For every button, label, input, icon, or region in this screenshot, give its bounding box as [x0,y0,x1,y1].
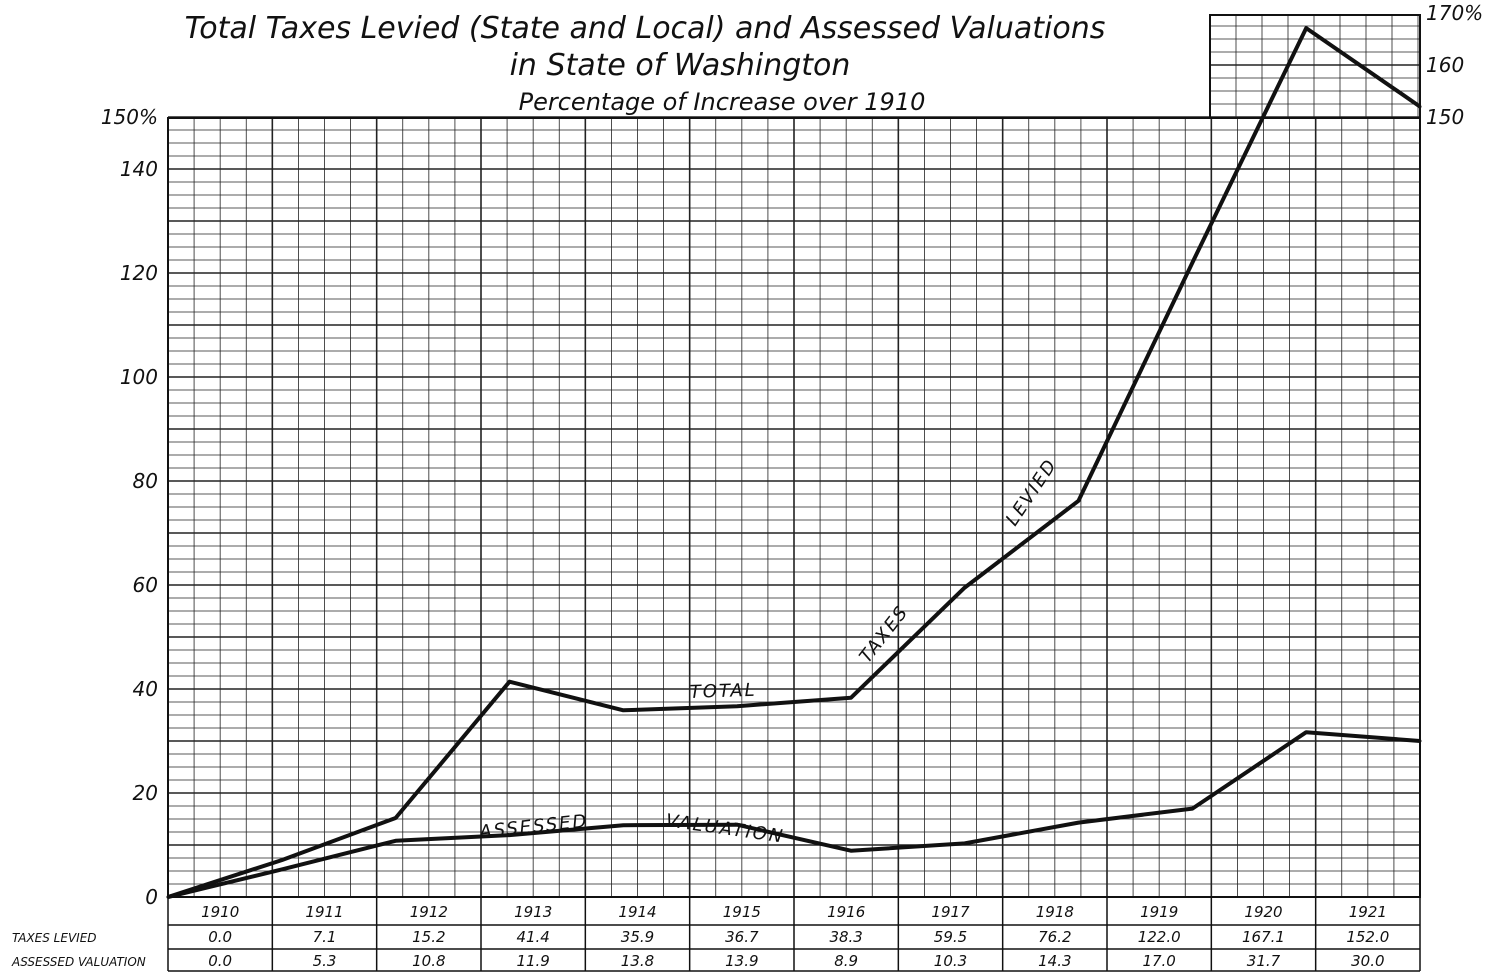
chart-subtitle: Percentage of Increase over 1910 [519,88,926,116]
table-year: 1910 [201,903,239,921]
table-value: 10.3 [934,952,967,970]
grid [167,14,1421,898]
table-year: 1918 [1036,903,1074,921]
assessed-valuation-line [167,730,1421,899]
table-year: 1916 [827,903,865,921]
table-value: 13.9 [725,952,758,970]
data-point [1190,261,1194,265]
y-tick-label-left: 40 [133,677,158,701]
table-value: 0.0 [208,952,232,970]
table-value: 31.7 [1247,952,1281,970]
table-value: 5.3 [313,952,337,970]
series-lines [166,26,1422,899]
data-point [1418,739,1422,743]
table-year: 1913 [514,903,552,921]
data-point [1190,807,1194,811]
table-year: 1917 [931,903,970,921]
table-year: 1914 [618,903,656,921]
table-row-label: ASSESSED VALUATION [11,955,146,969]
curve-label: TOTAL [689,680,757,703]
table-year: 1915 [723,903,761,921]
y-tick-label-left: 140 [120,157,158,181]
data-point [735,704,739,708]
table-value: 35.9 [621,928,654,946]
y-tick-label-left: 0 [145,885,158,909]
table-year: 1919 [1140,903,1178,921]
data-point [963,586,967,590]
data-point [849,849,853,853]
taxes-levied-line [167,26,1422,899]
table-value: 38.3 [829,928,862,946]
table-year: 1911 [305,903,343,921]
data-point [507,833,511,837]
y-tick-label-left: 20 [133,781,158,805]
data-point [507,680,511,684]
plot-frame-ext [1209,14,1421,119]
table-value: 41.4 [516,928,549,946]
y-tick-label-left: 120 [120,261,158,285]
table-row-label: TAXES LEVIED [12,931,97,945]
table-year: 1920 [1244,903,1282,921]
table-value: 7.1 [313,928,337,946]
chart-title-line2: in State of Washington [510,48,851,83]
data-point [1077,499,1081,503]
table-value: 17.0 [1142,952,1175,970]
chart-title-line1: Total Taxes Levied (State and Local) and… [185,11,1106,46]
table-value: 36.7 [725,928,759,946]
table-value: 10.8 [412,952,445,970]
table-value: 76.2 [1038,928,1071,946]
y-tick-label-left: 150% [101,105,158,129]
table-value: 152.0 [1346,928,1389,946]
data-point [394,839,398,843]
table-value: 59.5 [934,928,967,946]
y-tick-label-right: 170% [1426,1,1483,25]
y-axis-labels: 0 20 40 60 80 100 120 140 150% 150 160 170% [101,1,1483,909]
data-point [735,823,739,827]
data-point [1418,105,1422,109]
data-point [280,867,284,871]
y-tick-label-left: 100 [120,365,158,389]
y-tick-label-left: 80 [133,469,158,493]
table-year: 1912 [410,903,448,921]
table-value: 13.8 [621,952,654,970]
data-table: 1910 1911 1912 1913 1914 1915 1916 1917 1918 1919… [11,897,1421,972]
data-point [1304,730,1308,734]
data-point [621,708,625,712]
data-point [1077,821,1081,825]
table-value: 122.0 [1138,928,1181,946]
table-value: 11.9 [516,952,549,970]
table-value: 15.2 [412,928,445,946]
data-point [849,696,853,700]
table-year: 1921 [1349,903,1387,921]
table-value: 8.9 [834,952,858,970]
table-value: 14.3 [1038,952,1071,970]
table-value: 30.0 [1351,952,1384,970]
data-point [394,816,398,820]
data-point [621,823,625,827]
data-point [1304,26,1308,30]
table-value: 0.0 [208,928,232,946]
y-tick-label-right: 160 [1426,53,1464,77]
y-tick-label-right: 150 [1426,105,1464,129]
data-point [280,858,284,862]
y-tick-label-left: 60 [133,573,158,597]
data-point [963,841,967,845]
table-value: 167.1 [1242,928,1285,946]
curve-label: VALUATION [664,810,785,847]
